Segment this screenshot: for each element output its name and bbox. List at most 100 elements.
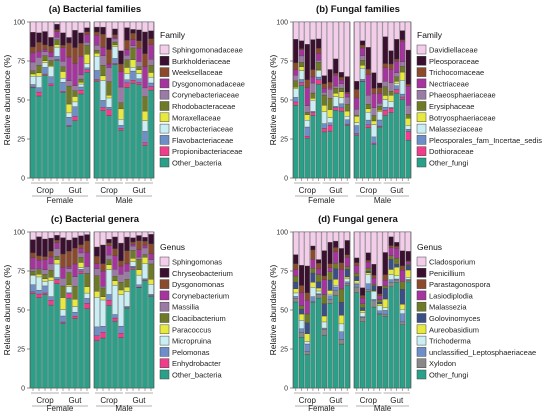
bar-segment [333, 231, 339, 242]
chart-panel-1: (b) Fungal families Relative abundance (%… [268, 4, 542, 205]
bar-segment [142, 257, 148, 264]
bar-segment [316, 62, 322, 70]
bar-segment [365, 47, 371, 70]
bar-segment [112, 38, 118, 43]
x-facet-label: Male [115, 404, 133, 413]
bar-segment [377, 293, 383, 296]
bar-segment [310, 21, 316, 40]
bar-segment [338, 83, 345, 89]
x-group-label: Crop [299, 396, 317, 405]
bar-segment [118, 86, 124, 103]
bar-segment [371, 291, 377, 300]
bar-segment [84, 31, 90, 35]
legend-swatch [416, 324, 427, 335]
bar-segment [293, 39, 299, 64]
bar-segment [84, 72, 90, 179]
bar-segment [354, 280, 360, 284]
y-tick-label: 75 [280, 59, 288, 66]
bar-segment [399, 39, 406, 42]
bar-segment [316, 38, 322, 49]
bar-segment [399, 30, 406, 40]
bar-segment [359, 81, 366, 179]
bar-segment [321, 111, 327, 124]
bar-segment [316, 21, 322, 40]
legend-entry: Lasiodiplodia [429, 291, 474, 300]
bar-segment [148, 59, 154, 66]
bar-segment [371, 306, 377, 389]
bar-segment [60, 321, 66, 324]
bar-segment [112, 231, 118, 238]
bar-segment [321, 315, 327, 323]
bar-segment [142, 237, 148, 242]
bar-segment [42, 256, 48, 260]
bar-segment [310, 231, 316, 247]
bar-segment [310, 112, 316, 116]
bar-segment [124, 27, 130, 41]
bar-segment [124, 55, 130, 60]
legend-swatch [159, 256, 170, 267]
bar-segment [382, 288, 388, 300]
bar-segment [394, 92, 400, 179]
bar-segment [60, 47, 66, 62]
legend-swatch [416, 56, 427, 66]
bar-segment [310, 39, 316, 70]
bar-segment [118, 282, 124, 291]
bar-segment [354, 292, 360, 389]
bar-segment [118, 50, 124, 65]
bar-segment [66, 56, 72, 81]
bar-segment [365, 127, 371, 179]
bar-segment [124, 291, 130, 307]
bar-segment [399, 250, 406, 267]
bar-segment [359, 310, 366, 313]
bar-segment [377, 111, 383, 121]
bar-segment [42, 269, 48, 275]
bar-segment [106, 294, 112, 301]
bar-segment [338, 301, 345, 316]
bar-segment [293, 292, 299, 297]
bar-segment [365, 291, 371, 389]
legend-swatch [416, 369, 427, 380]
bar-segment [399, 21, 406, 31]
bar-segment [60, 267, 66, 279]
legend-swatch [416, 44, 427, 55]
bar-segment [298, 265, 305, 286]
bar-segment [106, 49, 112, 65]
bar-segment [333, 286, 339, 291]
bar-segment [30, 46, 36, 54]
bar-segment [72, 286, 78, 300]
y-tick-label: 0 [21, 176, 25, 183]
legend-swatch [416, 313, 427, 323]
x-group-label: Crop [360, 186, 378, 195]
legend-entry: Other_fungi [429, 159, 469, 168]
bar-segment [371, 21, 377, 73]
bar-segment [388, 255, 394, 260]
bar-segment [377, 106, 383, 111]
bar-segment [321, 94, 327, 106]
bar-segment [338, 323, 345, 332]
legend-swatch [416, 146, 427, 156]
bar-segment [344, 93, 350, 98]
bar-segment [100, 263, 106, 272]
bar-segment [338, 79, 345, 84]
legend-swatch [416, 301, 427, 312]
legend-entry: Micropruina [172, 337, 212, 346]
bar-segment [42, 51, 48, 56]
legend-swatch [159, 290, 170, 301]
bar-segment [371, 283, 377, 286]
bar-segment [365, 95, 371, 105]
bar-segment [100, 110, 106, 179]
legend-swatch [159, 279, 170, 289]
bar-segment [327, 69, 333, 83]
bar-segment [36, 276, 42, 291]
bar-segment [298, 66, 305, 71]
bar-segment [54, 39, 60, 45]
bar-segment [365, 261, 371, 269]
bar-segment [100, 231, 106, 246]
bar-segment [394, 21, 400, 40]
x-group-label: Gut [69, 396, 83, 405]
bar-segment [371, 299, 377, 302]
bar-segment [42, 21, 48, 32]
bar-segment [399, 309, 406, 314]
y-tick-label: 100 [13, 20, 25, 27]
bar-segment [72, 120, 78, 179]
